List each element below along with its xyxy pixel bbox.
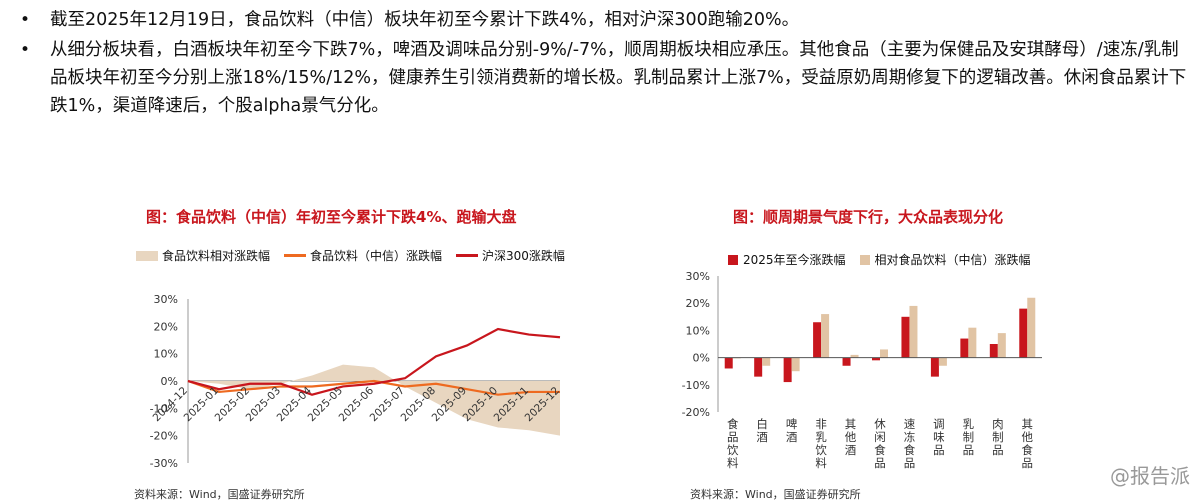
bullet-dot: • [20, 40, 31, 60]
y-tick-label: 30% [686, 270, 710, 283]
legend-swatch [728, 254, 738, 265]
x-category-label: 啤酒 [786, 417, 798, 444]
y-tick-label: -30% [150, 457, 178, 470]
bar-relative [909, 305, 918, 358]
bullet-text: 截至2025年12月19日，食品饮料（中信）板块年初至今累计下跌4%，相对沪深3… [50, 10, 800, 30]
x-category-label: 速冻食品 [904, 417, 916, 470]
legend-label: 食品饮料相对涨跌幅 [162, 249, 271, 263]
x-category-label: 其他食品 [1022, 417, 1034, 470]
bar-ytd [724, 357, 733, 369]
y-tick-label: -10% [682, 379, 710, 392]
legend-label: 2025年至今涨跌幅 [743, 253, 846, 267]
bullet-item: • 截至2025年12月19日，食品饮料（中信）板块年初至今累计下跌4%，相对沪… [18, 6, 1188, 34]
y-tick-label: 20% [686, 297, 710, 310]
y-tick-label: -20% [682, 406, 710, 419]
left-chart-source: 资料来源：Wind，国盛证券研究所 [134, 488, 305, 501]
legend-swatch [859, 254, 870, 265]
bar-ytd [813, 322, 822, 358]
y-tick-label: 20% [154, 320, 178, 333]
x-category-label: 食品饮料 [727, 417, 739, 470]
legend-item-relative-food: 相对食品饮料（中信）涨跌幅 [859, 251, 1031, 268]
watermark: @报告派 [1110, 464, 1190, 488]
legend-label: 沪深300涨跌幅 [482, 249, 565, 263]
food-line-series [187, 379, 560, 396]
y-tick-label: -20% [150, 430, 178, 443]
x-category-label: 非乳饮料 [815, 417, 827, 470]
left-chart-title: 图：食品饮料（中信）年初至今累计下跌4%、跑输大盘 [146, 208, 517, 226]
bar-relative [821, 314, 830, 358]
bar-relative [791, 357, 800, 372]
bar-ytd [754, 357, 763, 377]
bullet-dot: • [20, 10, 31, 30]
right-chart-title: 图：顺周期景气度下行，大众品表现分化 [733, 208, 1004, 226]
right-chart-source: 资料来源：Wind，国盛证券研究所 [690, 488, 861, 501]
bar-ytd [901, 316, 910, 358]
legend-swatch [284, 254, 307, 257]
y-tick-label: 10% [686, 324, 710, 337]
legend-swatch [136, 250, 158, 261]
left-chart-legend: 食品饮料相对涨跌幅 食品饮料（中信）涨跌幅 沪深300涨跌幅 [136, 247, 579, 264]
x-category-label: 其他酒 [845, 417, 857, 457]
x-category-label: 休闲食品 [874, 417, 886, 470]
legend-item-relative: 食品饮料相对涨跌幅 [136, 247, 270, 264]
right-chart-legend: 2025年至今涨跌幅 相对食品饮料（中信）涨跌幅 [728, 251, 1045, 268]
relative-area-series [188, 364, 560, 436]
bar-ytd [930, 357, 939, 377]
bar-relative [968, 327, 977, 358]
bar-ytd [989, 344, 998, 358]
bar-ytd [1019, 308, 1028, 358]
bar-ytd [842, 357, 851, 366]
legend-item-food: 食品饮料（中信）涨跌幅 [284, 247, 442, 264]
bar-relative [850, 354, 859, 358]
y-tick-label: 10% [154, 348, 178, 361]
bar-relative [762, 357, 771, 366]
bar-relative [880, 349, 888, 358]
y-tick-label: 30% [154, 293, 178, 306]
bar-relative [1027, 297, 1036, 358]
hs300-line-series [187, 327, 561, 396]
bar-ytd [783, 357, 792, 383]
bar-relative [997, 333, 1006, 358]
bar-ytd [872, 357, 880, 361]
x-category-label: 白酒 [756, 417, 768, 444]
bar-relative [938, 357, 947, 366]
x-category-label: 调味品 [933, 417, 945, 457]
x-category-label: 肉制品 [992, 417, 1004, 457]
left-line-chart: 30%20%10%0%-10%-20%-30%2024-122025-01202… [150, 293, 563, 470]
legend-item-ytd: 2025年至今涨跌幅 [728, 251, 846, 268]
legend-item-hs300: 沪深300涨跌幅 [456, 247, 565, 264]
bullet-list: • 截至2025年12月19日，食品饮料（中信）板块年初至今累计下跌4%，相对沪… [18, 6, 1188, 122]
legend-label: 食品饮料（中信）涨跌幅 [310, 249, 443, 263]
y-tick-label: 0% [693, 352, 710, 365]
bar-ytd [960, 338, 969, 358]
bullet-text: 从细分板块看，白酒板块年初至今下跌7%，啤酒及调味品分别-9%/-7%，顺周期板… [50, 40, 1187, 116]
bullet-item: • 从细分板块看，白酒板块年初至今下跌7%，啤酒及调味品分别-9%/-7%，顺周… [18, 36, 1188, 120]
x-category-label: 乳制品 [963, 417, 975, 457]
legend-label: 相对食品饮料（中信）涨跌幅 [874, 253, 1031, 267]
y-tick-label: -10% [150, 402, 178, 415]
y-tick-label: 0% [161, 375, 178, 388]
legend-swatch [456, 254, 479, 257]
